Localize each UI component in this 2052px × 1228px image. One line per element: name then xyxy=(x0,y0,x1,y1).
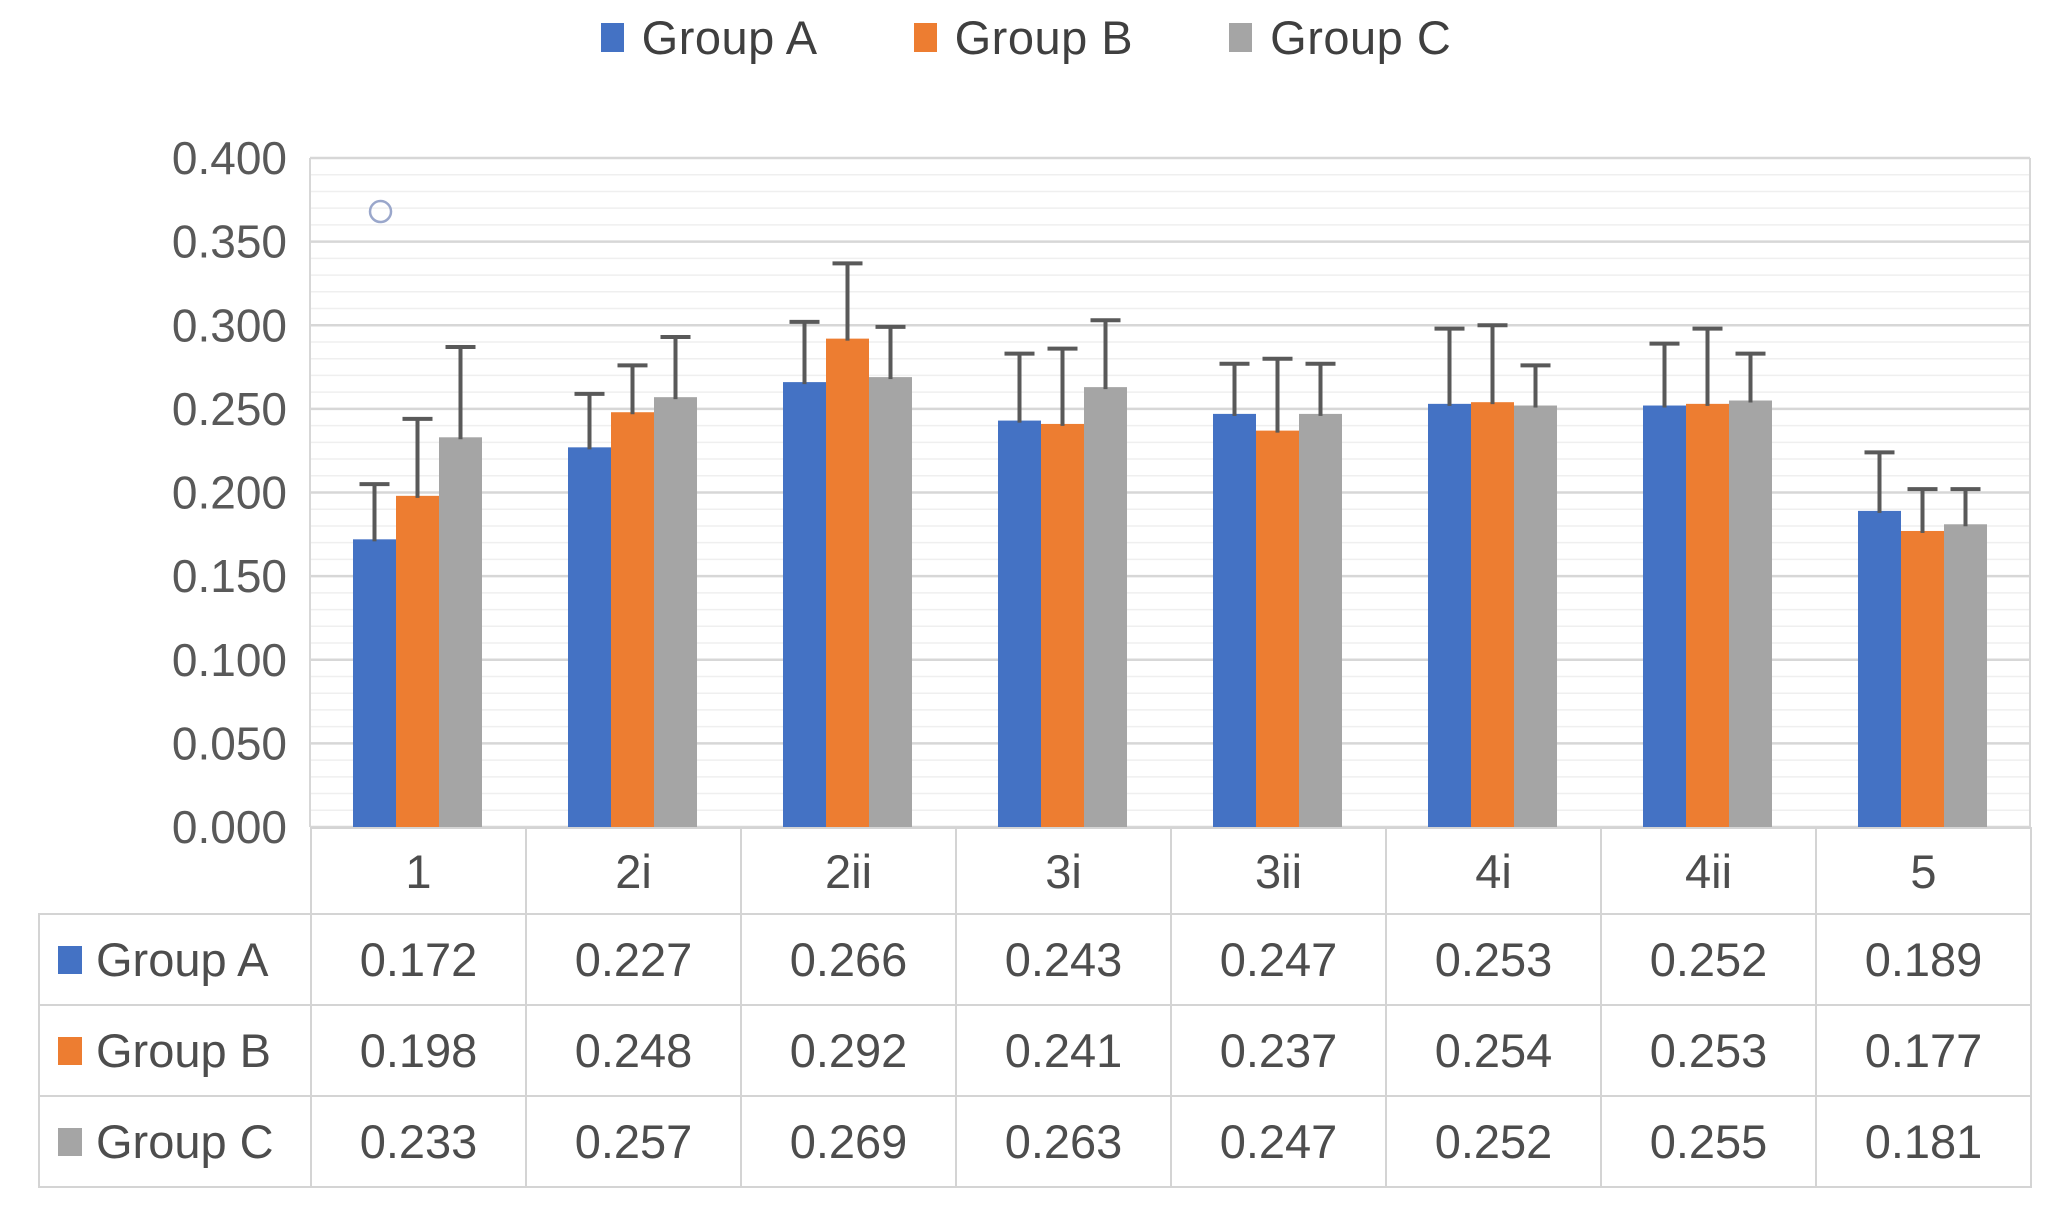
value-cell: 0.269 xyxy=(740,1095,957,1188)
value-cell: 0.252 xyxy=(1385,1095,1602,1188)
value-cell: 0.233 xyxy=(310,1095,527,1188)
value-cell: 0.248 xyxy=(525,1004,742,1097)
legend-label: Group A xyxy=(641,11,818,64)
value-cell: 0.253 xyxy=(1600,1004,1817,1097)
value-cell: 0.243 xyxy=(955,913,1172,1006)
bar-group-b-3ii xyxy=(1256,430,1299,827)
legend-label: Group C xyxy=(1270,11,1452,64)
value-cell: 0.253 xyxy=(1385,913,1602,1006)
bar-group-b-4i xyxy=(1471,402,1514,827)
y-axis-tick-label: 0.000 xyxy=(172,801,287,853)
series-key-swatch-icon xyxy=(58,945,82,974)
legend-swatch-icon xyxy=(1229,23,1253,52)
bar-group-a-3ii xyxy=(1213,413,1256,827)
bar-group-c-2i xyxy=(654,397,697,827)
value-cell: 0.292 xyxy=(740,1004,957,1097)
category-header-cell: 3i xyxy=(955,827,1172,915)
category-header-cell: 5 xyxy=(1815,827,2032,915)
category-header-cell: 2ii xyxy=(740,827,957,915)
bar-group-a-1 xyxy=(353,539,396,827)
chart-legend: Group A Group B Group C xyxy=(0,10,2052,65)
y-axis-tick-label: 0.100 xyxy=(172,634,287,686)
series-name-label: Group C xyxy=(96,1115,274,1168)
category-header-cell: 4i xyxy=(1385,827,1602,915)
category-header-cell: 1 xyxy=(310,827,527,915)
y-axis-tick-label: 0.050 xyxy=(172,717,287,769)
y-axis-tick-label: 0.250 xyxy=(172,383,287,435)
legend-item-group-c: Group C xyxy=(1229,10,1451,65)
value-cell: 0.255 xyxy=(1600,1095,1817,1188)
value-cell: 0.198 xyxy=(310,1004,527,1097)
value-cell: 0.266 xyxy=(740,913,957,1006)
value-cell: 0.181 xyxy=(1815,1095,2032,1188)
bar-group-c-4i xyxy=(1514,405,1557,827)
bar-group-a-2i xyxy=(568,447,611,827)
table-row-group-a: Group A 0.172 0.227 0.266 0.243 0.247 0.253 0.2… xyxy=(38,913,2032,1006)
y-axis-tick-label: 0.200 xyxy=(172,467,287,519)
value-cell: 0.189 xyxy=(1815,913,2032,1006)
bar-group-b-1 xyxy=(396,495,439,827)
bar-group-c-1 xyxy=(439,437,482,827)
value-cell: 0.247 xyxy=(1170,1095,1387,1188)
bar-group-a-5 xyxy=(1858,510,1901,827)
legend-swatch-icon xyxy=(913,23,937,52)
bar-group-a-4i xyxy=(1428,403,1471,827)
table-category-row: 1 2i 2ii 3i 3ii 4i 4ii 5 xyxy=(39,827,2032,915)
bar-group-b-4ii xyxy=(1686,403,1729,827)
value-cell: 0.177 xyxy=(1815,1004,2032,1097)
table-row-group-c: Group C 0.233 0.257 0.269 0.263 0.247 0.252 0.2… xyxy=(38,1095,2032,1188)
value-cell: 0.237 xyxy=(1170,1004,1387,1097)
bar-group-c-3i xyxy=(1084,387,1127,827)
legend-item-group-a: Group A xyxy=(600,10,818,65)
series-name-label: Group A xyxy=(96,933,269,986)
series-name-cell: Group C xyxy=(38,1095,312,1188)
series-key-swatch-icon xyxy=(58,1036,82,1065)
y-axis-tick-label: 0.400 xyxy=(172,132,287,184)
legend-item-group-b: Group B xyxy=(913,10,1134,65)
chart-data-table: 1 2i 2ii 3i 3ii 4i 4ii 5 Group A 0.172 0.227 0.266 0… xyxy=(38,827,2032,1188)
value-cell: 0.172 xyxy=(310,913,527,1006)
y-axis-tick-label: 0.300 xyxy=(172,299,287,351)
bar-group-b-2i xyxy=(611,412,654,827)
bar-group-c-5 xyxy=(1944,524,1987,827)
value-cell: 0.247 xyxy=(1170,913,1387,1006)
bar-group-c-4ii xyxy=(1729,400,1772,827)
value-cell: 0.241 xyxy=(955,1004,1172,1097)
table-corner-blank xyxy=(39,828,311,914)
table-row-group-b: Group B 0.198 0.248 0.292 0.241 0.237 0.254 0.2… xyxy=(38,1004,2032,1097)
bar-group-c-2ii xyxy=(869,377,912,827)
legend-label: Group B xyxy=(954,11,1134,64)
value-cell: 0.254 xyxy=(1385,1004,1602,1097)
y-axis-tick-label: 0.350 xyxy=(172,216,287,268)
category-header-cell: 3ii xyxy=(1170,827,1387,915)
series-key-swatch-icon xyxy=(58,1127,82,1156)
category-header-cell: 2i xyxy=(525,827,742,915)
series-name-label: Group B xyxy=(96,1024,272,1077)
bar-group-b-2ii xyxy=(826,338,869,827)
value-cell: 0.263 xyxy=(955,1095,1172,1188)
stray-circle-marker xyxy=(368,199,393,224)
bar-group-b-5 xyxy=(1901,530,1944,827)
bar-group-a-4ii xyxy=(1643,405,1686,827)
series-name-cell: Group A xyxy=(38,913,312,1006)
y-axis-tick-label: 0.150 xyxy=(172,550,287,602)
bar-group-a-2ii xyxy=(783,382,826,827)
value-cell: 0.257 xyxy=(525,1095,742,1188)
bar-group-c-3ii xyxy=(1299,413,1342,827)
category-header-cell: 4ii xyxy=(1600,827,1817,915)
series-name-cell: Group B xyxy=(38,1004,312,1097)
value-cell: 0.252 xyxy=(1600,913,1817,1006)
legend-swatch-icon xyxy=(600,23,624,52)
bar-group-b-3i xyxy=(1041,423,1084,827)
bar-group-a-3i xyxy=(998,420,1041,827)
value-cell: 0.227 xyxy=(525,913,742,1006)
